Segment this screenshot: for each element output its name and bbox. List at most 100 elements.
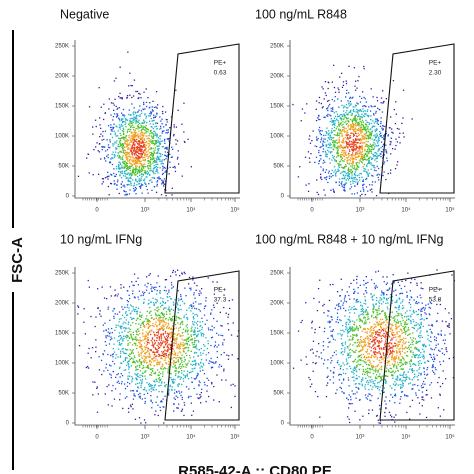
event-dot [212,361,214,363]
event-dot [125,158,128,160]
event-dot [143,126,146,128]
event-dot [164,341,166,343]
event-dot [157,333,160,335]
event-dot [356,168,359,170]
event-dot [130,156,132,158]
event-dot [359,151,361,153]
event-dot [145,172,147,174]
event-dot [158,355,160,358]
event-dot [171,335,173,337]
event-dot [387,172,389,175]
event-dot [197,397,199,399]
event-dot [149,130,151,132]
event-dot [379,133,381,136]
event-dot [140,326,142,329]
event-dot [218,288,220,290]
event-dot [342,150,344,152]
event-dot [146,347,149,349]
event-dot [198,397,200,400]
event-dot [389,143,392,145]
event-dot [143,360,146,362]
event-dot [320,177,322,179]
event-dot [229,307,231,310]
event-dot [371,106,373,108]
event-dot [148,160,150,162]
event-dot [139,346,141,349]
event-dot [194,331,196,333]
event-dot [181,272,183,274]
event-dot [137,136,139,138]
event-dot [156,369,159,371]
event-dot [147,143,149,145]
event-dot [111,163,114,166]
event-dot [350,165,352,167]
event-dot [187,333,189,335]
event-dot [154,373,156,375]
event-dot [115,125,117,127]
event-dot [150,113,152,115]
event-dot [336,170,338,172]
event-dot [130,181,132,183]
event-dot [381,151,383,153]
event-dot [151,189,153,191]
event-dot [324,150,326,152]
event-dot [374,121,377,123]
event-dot [135,157,137,159]
event-dot [135,111,137,113]
y-tick-label: 0 [66,194,70,200]
event-dot [176,333,179,335]
event-dot [164,286,166,288]
event-dot [353,118,355,120]
event-dot [137,97,139,100]
event-dot [410,306,412,309]
event-dot [383,137,385,139]
event-dot [404,285,406,288]
event-dot [144,284,146,286]
gate [379,43,455,194]
event-dot [350,111,352,113]
event-dot [362,138,364,141]
event-dot [380,147,382,149]
event-dot [130,404,132,406]
event-dot [385,132,387,135]
event-dot [146,349,149,351]
event-dot [376,118,379,120]
event-dot [122,327,124,329]
event-dot [154,381,156,383]
event-dot [410,322,412,324]
event-dot [133,169,135,171]
event-dot [299,166,301,168]
event-dot [165,170,167,172]
event-dot [141,153,144,155]
event-dot [358,162,360,164]
event-dot [223,306,225,309]
event-dot [420,352,422,354]
event-dot [207,327,210,329]
event-dot [174,271,176,273]
event-dot [164,180,167,182]
event-dot [156,359,158,361]
event-dot [190,328,193,330]
event-dot [362,184,364,187]
event-dot [349,170,351,172]
event-dot [167,349,169,351]
event-dot [131,140,133,142]
event-dot [87,352,89,354]
event-dot [318,102,320,104]
event-dot [180,394,182,397]
event-dot [365,143,367,145]
event-dot [122,114,124,116]
event-dot [127,144,130,146]
event-dot [321,86,323,88]
event-dot [112,128,114,130]
event-dot [200,361,202,364]
event-dot [167,371,169,373]
event-dot [156,145,158,147]
event-dot [380,122,382,125]
event-dot [155,410,157,412]
event-dot [124,150,126,152]
event-dot [193,360,195,362]
event-dot [128,177,130,179]
event-dot [169,313,171,315]
event-dot [183,102,185,104]
